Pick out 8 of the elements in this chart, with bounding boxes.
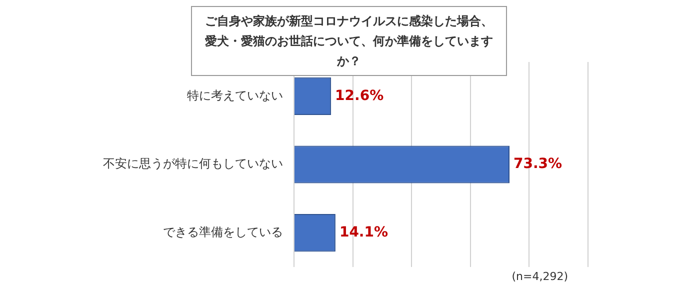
data-label: 73.3% bbox=[514, 156, 562, 172]
y-tick-label: 特に考えていない bbox=[187, 88, 283, 102]
data-label: 12.6% bbox=[335, 88, 384, 104]
text: (n=4,292) bbox=[512, 270, 568, 283]
y-tick-label: できる準備をしている bbox=[163, 224, 283, 239]
y-tick-label: 不安に思うが特に何もしていない bbox=[103, 156, 283, 171]
data-label: 14.1% bbox=[339, 224, 388, 240]
chart-title: ご自身や家族が新型コロナウイルスに感染した場合、愛犬・愛猫のお世話について、何か準備をしていますか？ bbox=[191, 6, 507, 76]
